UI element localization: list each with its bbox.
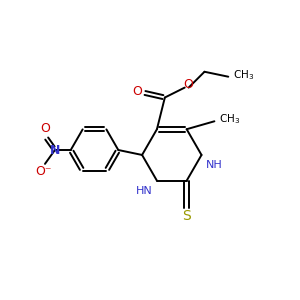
Text: O: O <box>132 85 142 98</box>
Text: O: O <box>184 78 194 91</box>
Text: N: N <box>50 143 60 157</box>
Text: CH$_3$: CH$_3$ <box>233 68 254 82</box>
Text: O: O <box>40 122 50 135</box>
Text: HN: HN <box>136 186 153 196</box>
Text: S: S <box>182 209 191 224</box>
Text: NH: NH <box>206 160 222 170</box>
Text: O⁻: O⁻ <box>36 165 52 178</box>
Text: CH$_3$: CH$_3$ <box>219 112 241 126</box>
